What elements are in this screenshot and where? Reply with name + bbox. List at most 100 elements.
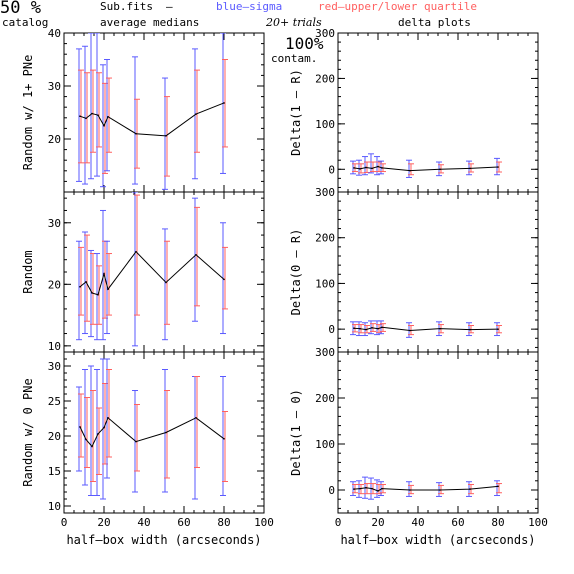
median-point	[165, 281, 167, 284]
median-line	[353, 326, 499, 332]
median-point	[97, 114, 99, 116]
y-tick-label: 30	[48, 80, 61, 93]
plot-frame	[63, 32, 265, 193]
median-point	[497, 166, 499, 168]
y-tick-label: 100	[315, 118, 335, 131]
panel-right-bottom: 0 20 40 60 80 100 0 100 200 300 Delta(1 – 0) half–b…	[289, 346, 548, 547]
median-point	[195, 113, 197, 115]
y-tick-label: 30	[48, 217, 61, 230]
median-point	[497, 485, 499, 488]
y-tick-label: 15	[48, 465, 61, 478]
median-point	[103, 124, 105, 127]
data-layer	[76, 33, 228, 190]
y-tick-label: 100	[315, 277, 335, 290]
median-point	[79, 115, 81, 118]
median-point	[353, 167, 355, 169]
red-quartile-legend: red–upper/lower quartile	[318, 0, 477, 13]
x-tick-label: 80	[491, 516, 504, 529]
median-point	[91, 445, 93, 448]
median-point	[365, 486, 367, 489]
y-tick-label: 0	[328, 323, 335, 336]
median-point	[359, 327, 361, 330]
header: 50 % catalog Sub.fits – average medians …	[0, 0, 477, 65]
percent-label: 50 %	[0, 0, 41, 18]
panels: 20 30 40 Random w/ 1+ PNe 10 20 30 Random 0 20 40 6…	[21, 27, 548, 547]
y-tick-label: 0	[328, 484, 335, 497]
median-point	[353, 327, 355, 330]
median-point	[371, 167, 373, 170]
panel-left-middle: 10 20 30 Random	[21, 191, 265, 353]
median-point	[79, 426, 81, 428]
data-layer	[76, 358, 228, 500]
median-point	[439, 168, 441, 171]
median-point	[409, 489, 411, 491]
median-point	[359, 487, 361, 490]
median-line	[79, 416, 225, 448]
y-axis-label: Random w/ 1+ PNe	[21, 55, 35, 171]
median-line	[79, 102, 225, 137]
y-axis-label: Random	[21, 250, 35, 293]
median-line	[353, 485, 499, 492]
y-tick-label: 300	[315, 186, 335, 199]
median-line	[79, 250, 225, 296]
y-tick-label: 10	[48, 340, 61, 353]
plot-frame	[63, 191, 265, 353]
y-tick-label: 100	[315, 438, 335, 451]
subfits-label: Sub.fits	[100, 0, 153, 13]
median-point	[103, 273, 105, 275]
y-axis-label: Delta(1 – R)	[289, 69, 303, 156]
median-point	[371, 326, 373, 329]
median-point	[79, 285, 81, 288]
trials-label: 20+ trials	[265, 16, 322, 29]
panel-left-top: 20 30 40 Random w/ 1+ PNe	[21, 27, 265, 193]
median-point	[365, 166, 367, 169]
median-point	[195, 253, 197, 256]
x-tick-label: 20	[371, 516, 384, 529]
median-point	[439, 327, 441, 330]
median-point	[359, 168, 361, 170]
y-tick-label: 20	[48, 133, 61, 146]
median-point	[353, 488, 355, 490]
data-layer	[350, 153, 502, 178]
median-point	[365, 328, 367, 331]
panel-left-bottom: 0 20 40 60 80 100 10 15 20 25 30 Random w/ 0 PNe hal…	[21, 351, 274, 547]
delta-plots-label: delta plots	[398, 16, 471, 29]
plot-frame	[337, 351, 539, 514]
y-tick-label: 300	[315, 27, 335, 40]
median-point	[91, 112, 93, 115]
x-tick-label: 100	[528, 516, 548, 529]
x-axis-label: half–box width (arcseconds)	[66, 533, 261, 547]
median-point	[439, 489, 441, 491]
median-point	[85, 281, 87, 283]
contam-label: contam.	[271, 52, 317, 65]
median-point	[469, 488, 471, 490]
catalog-label: catalog	[2, 16, 48, 29]
median-point	[381, 487, 383, 490]
median-point	[135, 250, 137, 253]
dash-label: –	[166, 0, 173, 13]
median-point	[409, 169, 411, 172]
y-tick-label: 200	[315, 72, 335, 85]
y-tick-label: 40	[48, 27, 61, 40]
y-tick-label: 200	[315, 392, 335, 405]
y-tick-label: 20	[48, 430, 61, 443]
median-point	[135, 440, 137, 443]
median-point	[409, 329, 411, 332]
y-tick-label: 300	[315, 346, 335, 359]
median-point	[377, 165, 379, 168]
median-point	[97, 293, 99, 296]
contam-percent-label: 100%	[285, 34, 324, 53]
median-point	[469, 328, 471, 331]
y-tick-label: 30	[48, 360, 61, 373]
median-point	[223, 438, 225, 440]
median-point	[107, 417, 109, 419]
median-point	[85, 117, 87, 120]
y-axis-label: Delta(1 – 0)	[289, 389, 303, 476]
x-axis-label: half–box width (arcseconds)	[340, 533, 535, 547]
y-tick-label: 25	[48, 395, 61, 408]
y-axis-label: Delta(0 – R)	[289, 229, 303, 316]
median-point	[469, 167, 471, 170]
median-point	[107, 288, 109, 291]
median-point	[223, 102, 225, 104]
